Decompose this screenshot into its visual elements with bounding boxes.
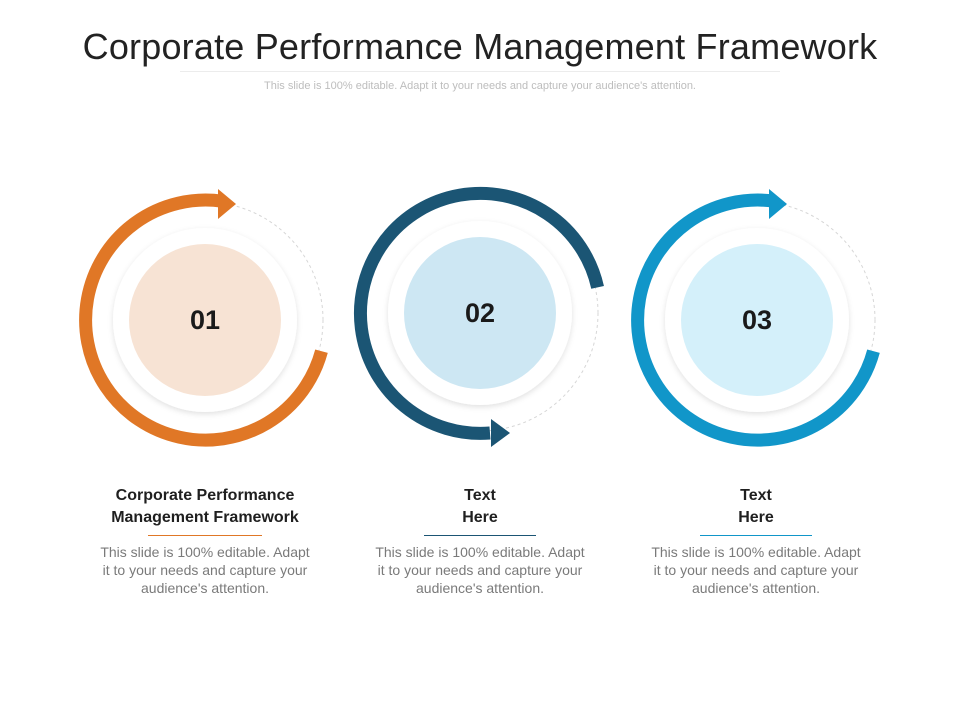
slide-subtitle: This slide is 100% editable. Adapt it to…	[264, 80, 696, 92]
body-line: it to your needs and capture your	[653, 562, 859, 578]
body-line: audience's attention.	[692, 580, 820, 596]
slide-title: Corporate Performance Management Framewo…	[82, 26, 878, 67]
body-line: audience's attention.	[416, 580, 544, 596]
card-body-03: This slide is 100% editable. Adapt it to…	[641, 543, 871, 597]
ring-01: 01	[79, 189, 328, 447]
dashed-guide-ring	[638, 201, 876, 439]
title-divider	[180, 71, 780, 72]
body-line: This slide is 100% editable. Adapt	[375, 544, 585, 560]
heading-line: Management Framework	[111, 509, 299, 526]
number-disc	[404, 237, 556, 389]
body-line: it to your needs and capture your	[102, 562, 308, 578]
progress-arc	[79, 193, 328, 447]
number-disc	[129, 244, 281, 396]
heading-line: Corporate Performance	[115, 487, 295, 504]
body-line: it to your needs and capture your	[377, 562, 583, 578]
progress-arc	[353, 186, 604, 440]
card-body-01: This slide is 100% editable. Adapt it to…	[90, 543, 320, 597]
heading-line: Here	[738, 509, 774, 526]
progress-arc	[631, 193, 880, 447]
arrow-head-icon	[769, 189, 787, 219]
item-number: 01	[190, 305, 220, 335]
heading-line: Text	[464, 487, 496, 504]
dashed-guide-ring	[361, 194, 599, 432]
ring-02: 02	[353, 186, 604, 447]
body-line: audience's attention.	[141, 580, 269, 596]
card-heading-02: Text Here	[360, 485, 600, 529]
ring-03: 03	[631, 189, 880, 447]
arrow-head-icon	[218, 189, 236, 219]
card-divider-03	[700, 535, 812, 536]
card-heading-03: Text Here	[636, 485, 876, 529]
heading-line: Here	[462, 509, 498, 526]
card-body-02: This slide is 100% editable. Adapt it to…	[365, 543, 595, 597]
body-line: This slide is 100% editable. Adapt	[651, 544, 861, 560]
item-number: 03	[742, 305, 772, 335]
arrow-head-icon	[491, 419, 510, 447]
body-line: This slide is 100% editable. Adapt	[100, 544, 310, 560]
item-number: 02	[465, 298, 495, 328]
dashed-guide-ring	[86, 201, 324, 439]
card-heading-01: Corporate Performance Management Framewo…	[85, 485, 325, 529]
card-divider-01	[148, 535, 262, 536]
card-divider-02	[424, 535, 536, 536]
heading-line: Text	[740, 487, 772, 504]
number-disc	[681, 244, 833, 396]
